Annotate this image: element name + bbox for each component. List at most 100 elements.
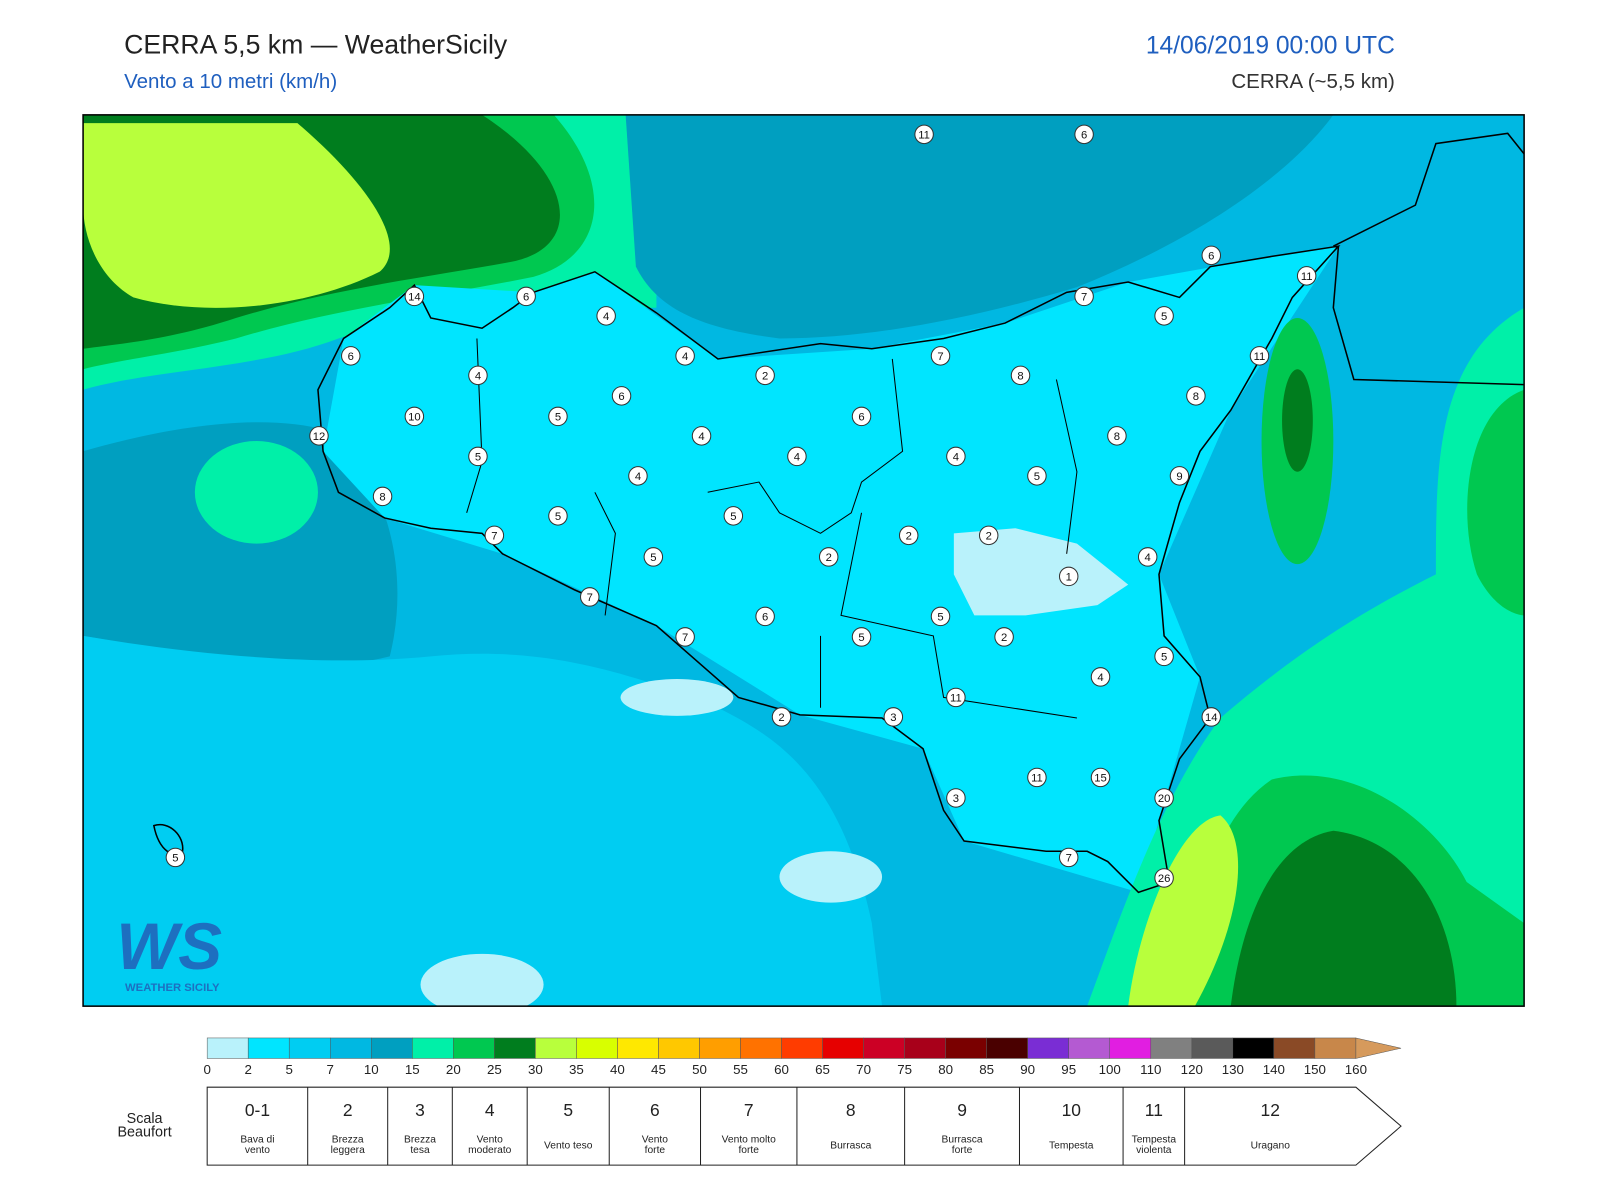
station-marker — [468, 446, 488, 467]
station-marker — [771, 707, 792, 727]
colorbar-cell — [740, 1037, 782, 1059]
station-value: 5 — [730, 511, 736, 523]
colorbar-tick-label: 0 — [203, 1062, 210, 1077]
station-value: 8 — [1017, 370, 1023, 382]
colorbar-cell — [699, 1037, 741, 1059]
station-marker — [580, 587, 600, 607]
colorbar-tick-label: 35 — [569, 1062, 584, 1077]
colorbar-tick-label: 7 — [327, 1062, 334, 1077]
model: CERRA (~5,5 km) — [1231, 70, 1394, 93]
station-value: 4 — [1097, 672, 1103, 684]
station-marker — [404, 286, 425, 307]
colorbar-tick-label: 25 — [487, 1062, 502, 1077]
beaufort-desc: Bava di — [240, 1135, 274, 1146]
station-marker — [851, 406, 872, 427]
colorbar-cell — [288, 1037, 331, 1059]
colorbar-cell — [904, 1037, 946, 1059]
beaufort-desc: Burrasca — [942, 1135, 983, 1146]
station-value: 8 — [1193, 391, 1199, 403]
beaufort-desc: forte — [952, 1145, 973, 1156]
field-land — [323, 246, 1339, 893]
colorbar-arrow — [1355, 1037, 1402, 1059]
station-value: 7 — [587, 592, 593, 604]
station-marker — [1090, 667, 1111, 687]
beaufort-desc: forte — [738, 1145, 759, 1156]
station-marker — [1107, 426, 1127, 446]
colorbar-tick-label: 120 — [1181, 1062, 1203, 1077]
station-value: 4 — [475, 370, 481, 382]
station-marker — [484, 525, 505, 546]
station-marker — [1058, 566, 1079, 587]
station-value: 5 — [555, 412, 561, 424]
beaufort-desc: Vento teso — [544, 1141, 593, 1152]
beaufort-desc: Vento — [642, 1135, 669, 1146]
station-value: 5 — [555, 511, 561, 523]
beaufort-desc: tesa — [410, 1145, 430, 1156]
station-marker — [1296, 266, 1317, 286]
colorbar-cell — [206, 1037, 249, 1059]
beaufort-force: 8 — [846, 1100, 856, 1120]
station-value: 2 — [986, 530, 992, 542]
station-marker — [1090, 767, 1111, 788]
colorbar-cell — [617, 1037, 659, 1059]
beaufort-desc: Burrasca — [830, 1141, 871, 1152]
colorbar-cell — [494, 1037, 536, 1059]
station-value: 7 — [937, 351, 943, 363]
station-marker — [755, 606, 775, 627]
station-value: 5 — [1034, 471, 1040, 483]
colorbar-tick-label: 85 — [979, 1062, 994, 1077]
beaufort-desc: Tempesta — [1132, 1135, 1177, 1146]
station-marker — [548, 506, 568, 526]
colorbar-tick-label: 30 — [528, 1062, 543, 1077]
station-value: 15 — [1094, 773, 1107, 785]
station-value: 6 — [618, 391, 624, 403]
colorbar-cell — [1068, 1037, 1110, 1059]
station-marker — [851, 627, 872, 647]
colorbar-cell — [1027, 1037, 1069, 1059]
calabria-coast — [1332, 132, 1525, 386]
beaufort-label: Beaufort — [117, 1124, 171, 1140]
beaufort-force: 5 — [563, 1100, 573, 1120]
field-calm — [953, 528, 1129, 616]
station-value: 6 — [1208, 250, 1214, 262]
station-marker — [165, 847, 186, 868]
station-marker — [946, 788, 966, 808]
station-value: 5 — [475, 452, 481, 464]
station-marker — [994, 627, 1014, 647]
beaufort-force: 4 — [485, 1100, 495, 1120]
station-marker — [787, 446, 807, 467]
beaufort-force: 11 — [1145, 1100, 1163, 1120]
station-value: 6 — [762, 612, 768, 624]
field-southeast2 — [1230, 830, 1457, 1007]
station-value: 8 — [1114, 431, 1120, 443]
colorbar-cell — [945, 1037, 987, 1059]
station-value: 7 — [1081, 292, 1087, 304]
station-marker — [675, 346, 695, 366]
station-value: 2 — [762, 370, 768, 382]
station-value: 11 — [1301, 271, 1313, 283]
colorbar-cell — [247, 1037, 290, 1059]
station-value: 5 — [937, 612, 943, 624]
colorbar-tick-label: 40 — [610, 1062, 625, 1077]
beaufort-desc: Vento — [477, 1135, 504, 1146]
beaufort-desc: moderato — [468, 1145, 512, 1156]
station-value: 1 — [1066, 572, 1072, 584]
field-east — [1087, 114, 1525, 1007]
colorbar-cell — [1232, 1037, 1275, 1059]
beaufort-desc: Brezza — [404, 1135, 436, 1146]
station-value: 6 — [523, 292, 529, 304]
colorbar-cell — [1191, 1037, 1234, 1059]
colorbar-tick-label: 65 — [815, 1062, 830, 1077]
colorbar-cell — [1314, 1037, 1357, 1059]
colorbar-tick-label: 130 — [1222, 1062, 1244, 1077]
subtitle: Vento a 10 metri (km/h) — [124, 70, 337, 93]
station-value: 4 — [698, 431, 704, 443]
station-marker — [1010, 365, 1031, 386]
colorbar-cell — [412, 1037, 454, 1059]
colorbar-cell — [658, 1037, 700, 1059]
field-teal — [625, 114, 1334, 339]
colorbar-cell — [329, 1037, 372, 1059]
colorbar-tick-label: 60 — [774, 1062, 789, 1077]
